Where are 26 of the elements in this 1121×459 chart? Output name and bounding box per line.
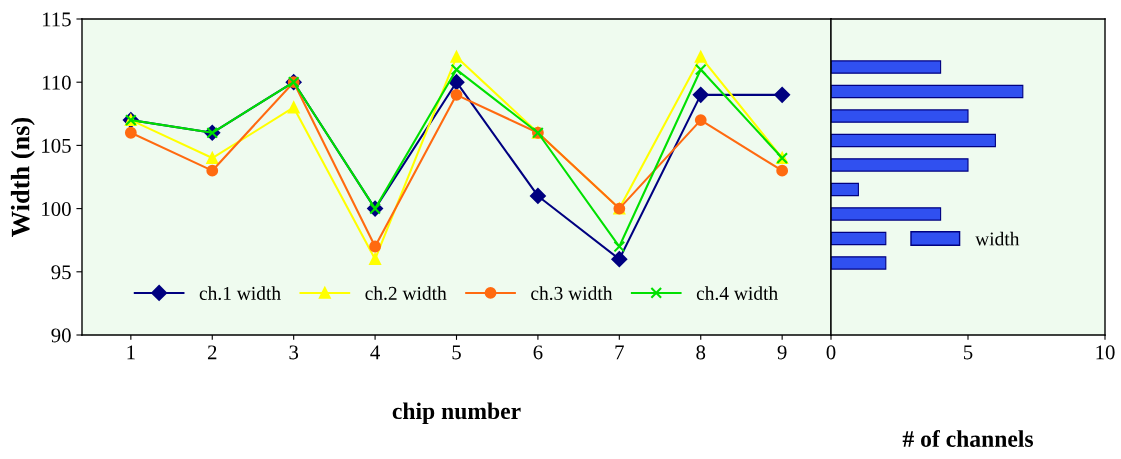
y-tick-label: 105	[42, 138, 71, 153]
y-tick-label: 100	[42, 201, 71, 217]
legend-label: ch.2 width	[365, 286, 447, 301]
x-axis-title: # of channels	[902, 430, 1034, 447]
legend-label: width	[975, 231, 1020, 246]
x-tick-label: 6	[533, 345, 543, 360]
x-tick-label: 0	[826, 345, 836, 360]
y-tick-label: 95	[51, 265, 71, 280]
y-tick-label: 90	[51, 328, 71, 343]
legend-label: ch.4 width	[696, 286, 778, 301]
x-tick-label: 5	[452, 345, 461, 360]
x-tick-label: 8	[696, 345, 706, 360]
x-tick-label: 4	[370, 345, 380, 360]
x-tick-label: 5	[964, 345, 973, 360]
x-tick-label: 1	[127, 345, 135, 360]
x-tick-label: 2	[207, 345, 217, 360]
x-tick-label: 9	[777, 345, 787, 360]
legend-label: ch.3 width	[531, 286, 613, 301]
x-tick-label: 10	[1096, 345, 1115, 360]
x-axis-title: chip number	[392, 402, 521, 424]
legend-label: ch.1 width	[199, 286, 281, 301]
x-tick-label: 7	[615, 345, 624, 360]
y-tick-label: 110	[42, 75, 71, 90]
y-axis-title: Width (ns)	[10, 117, 35, 237]
x-tick-label: 3	[289, 345, 299, 360]
y-tick-label: 115	[42, 12, 71, 27]
